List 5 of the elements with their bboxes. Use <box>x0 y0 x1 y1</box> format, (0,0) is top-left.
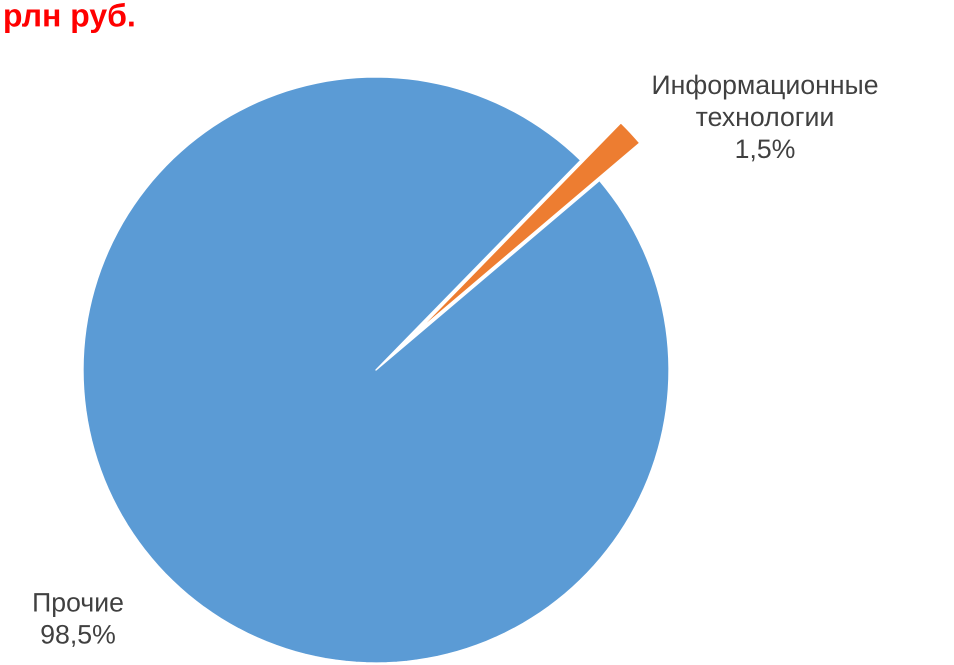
data-label: 98,5% <box>41 624 115 647</box>
slice-label: Информационные технологии <box>654 74 878 126</box>
chart-title: рлн руб. <box>5 2 134 34</box>
data-label: 1,5% <box>736 139 794 162</box>
slice-label: Прочие <box>34 593 123 618</box>
